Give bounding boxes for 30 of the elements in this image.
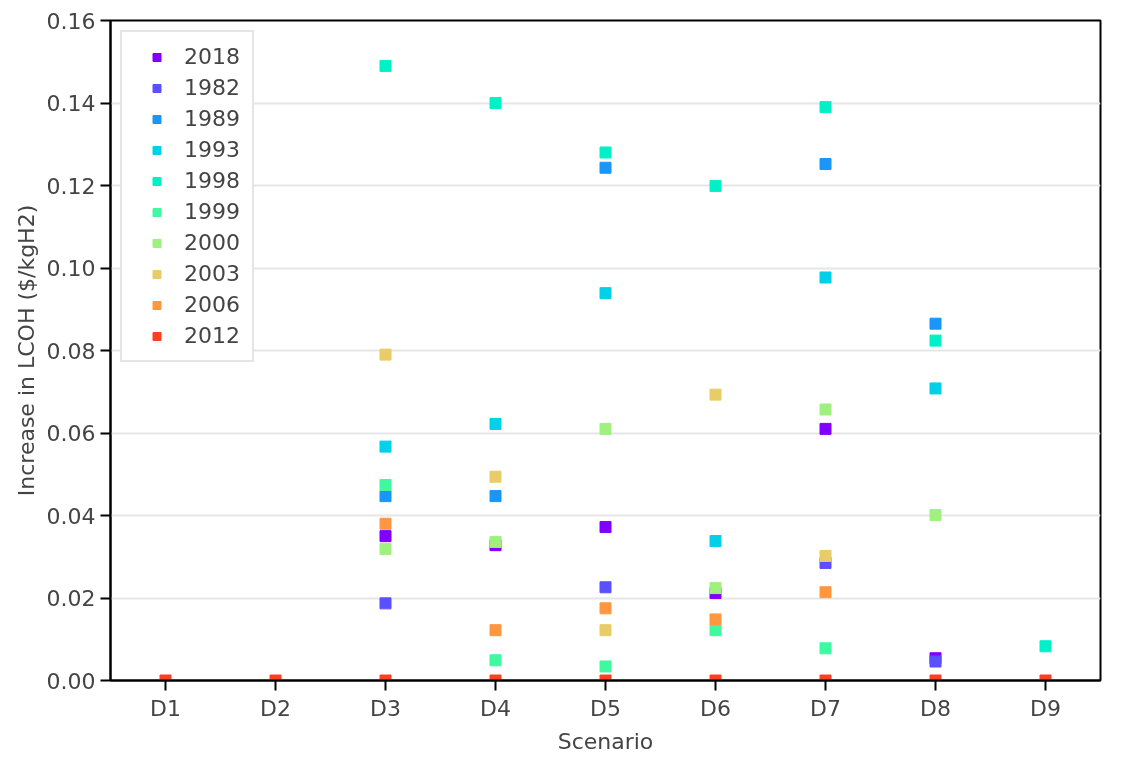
x-tick-label: D9 [1030,695,1061,721]
x-tick-label: D1 [150,695,181,721]
x-tick-label: D4 [480,695,511,721]
y-tick-label: 0.10 [46,256,96,281]
x-tick-label: D7 [810,695,841,721]
x-axis-title: Scenario [557,728,654,754]
legend-label: 1998 [184,168,240,193]
x-tick-label: D5 [590,695,621,721]
legend-label: 1982 [184,75,240,100]
y-tick-label: 0.00 [46,668,96,694]
legend-label: 1989 [184,106,240,131]
y-tick-label: 0.14 [46,91,96,116]
legend-label: 2000 [184,230,240,255]
y-tick-label: 0.06 [46,421,96,446]
y-tick-label: 0.04 [46,503,96,529]
x-tick-label: D6 [700,695,731,721]
legend-label: 2012 [184,323,240,348]
x-tick-label: D2 [260,695,291,721]
y-tick-label: 0.02 [46,586,96,611]
legend-label: 2006 [184,292,240,317]
x-tick-label: D3 [370,695,401,721]
y-tick-label: 0.16 [46,8,96,34]
x-tick-label: D8 [920,695,951,721]
y-axis-title: Increase in LCOH ($/kgH2) [13,204,39,497]
legend-label: 1999 [184,199,240,224]
legend-label: 2003 [184,261,240,286]
y-tick-label: 0.12 [46,173,96,199]
legend-label: 2018 [184,44,240,69]
legend-label: 1993 [184,137,240,162]
y-tick-label: 0.08 [46,338,96,364]
